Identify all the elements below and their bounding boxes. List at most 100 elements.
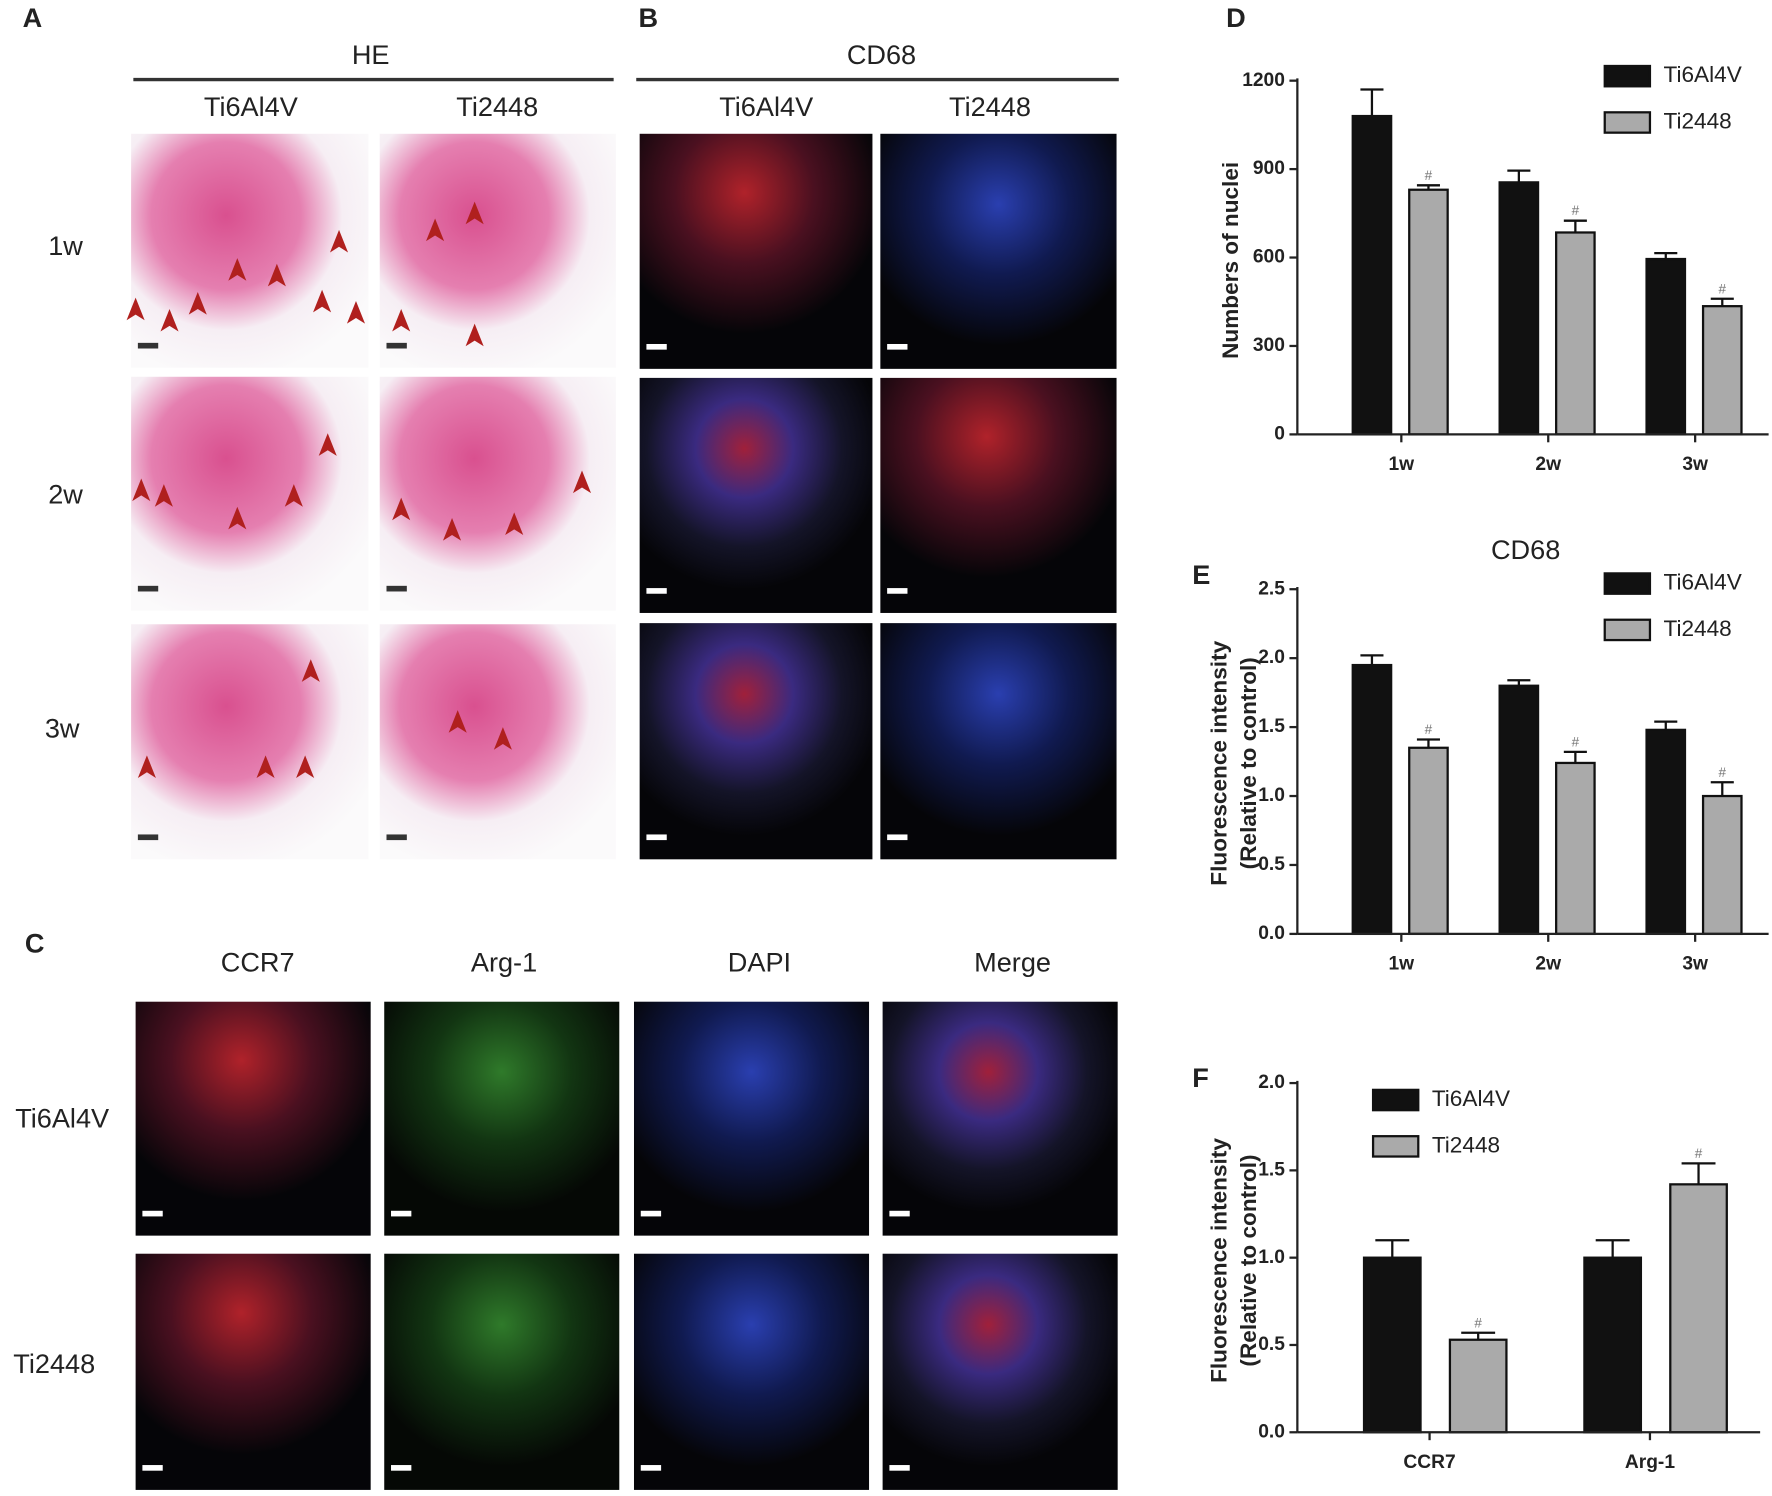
y-tick-label: 1200	[1242, 70, 1285, 91]
error-bar	[1360, 88, 1384, 117]
bar	[1555, 761, 1596, 936]
column-header: Arg-1	[471, 947, 537, 978]
x-tick-label: 1w	[1389, 454, 1415, 475]
scale-bar	[640, 1210, 662, 1217]
panel-label: E	[1192, 559, 1210, 590]
scale-bar	[889, 1465, 910, 1471]
x-tick-label: 1w	[1389, 953, 1415, 974]
error-bar	[1654, 251, 1678, 260]
x-tick-label: CCR7	[1403, 1452, 1455, 1473]
micrograph	[880, 623, 1117, 860]
error-bar	[1507, 169, 1531, 183]
x-tick-label: 3w	[1682, 953, 1708, 974]
micrograph	[880, 133, 1117, 369]
error-bar	[1595, 1239, 1630, 1258]
significance-mark: #	[1719, 765, 1727, 780]
panel-b: B CD68 Ti6Al4V Ti2448	[636, 2, 1119, 122]
arrowhead	[346, 301, 366, 324]
significance-mark: #	[1572, 734, 1580, 749]
arrowhead	[256, 755, 275, 778]
scale-bar	[386, 342, 407, 349]
chart-title: CD68	[1491, 534, 1560, 565]
error-bar	[1507, 679, 1531, 686]
y-tick-label: 2.5	[1258, 578, 1285, 599]
arrowhead	[313, 289, 332, 313]
arrowhead	[301, 659, 320, 682]
y-tick-label: 2.0	[1258, 1072, 1285, 1093]
bar	[1351, 114, 1393, 436]
y-axis-label: Fluorescence intensity	[1206, 640, 1231, 885]
micrograph	[384, 1001, 620, 1236]
bar	[1701, 305, 1743, 436]
group-title: CD68	[847, 39, 916, 70]
arrowhead	[154, 484, 173, 507]
error-bar	[1461, 1331, 1496, 1340]
bar	[1669, 1183, 1728, 1434]
panel-c: C CCR7 Arg-1 DAPI Merge Ti6Al4V Ti2448	[13, 927, 1051, 1378]
error-bar	[1416, 184, 1440, 190]
y-tick-label: 0.5	[1258, 1334, 1285, 1355]
legend-label: Ti6Al4V	[1664, 62, 1742, 87]
scale-bar	[646, 343, 667, 350]
scale-bar	[646, 588, 667, 594]
panel-label: A	[23, 2, 43, 33]
legend-swatch	[1603, 64, 1652, 88]
row-header: 3w	[45, 713, 80, 744]
micrograph	[135, 1001, 371, 1236]
bar	[1448, 1338, 1508, 1434]
x-tick-label: 2w	[1535, 953, 1561, 974]
scale-bar	[640, 1465, 662, 1471]
error-bar	[1360, 654, 1384, 666]
error-bar	[1710, 297, 1734, 307]
arrowhead	[284, 484, 303, 507]
arrowhead	[228, 258, 247, 281]
bar	[1408, 746, 1449, 936]
arrowhead	[505, 512, 524, 535]
panel-label: C	[25, 927, 45, 958]
column-header: Ti2448	[949, 91, 1031, 122]
legend-swatch	[1371, 1135, 1420, 1158]
arrowhead	[267, 263, 286, 287]
scale-bar	[137, 585, 159, 592]
error-bar	[1375, 1239, 1410, 1258]
significance-mark: #	[1425, 168, 1433, 183]
y-tick-label: 0.0	[1258, 923, 1285, 944]
panel-label: B	[639, 2, 659, 33]
micrograph	[880, 377, 1117, 613]
significance-mark: #	[1474, 1315, 1482, 1330]
y-tick-label: 1.5	[1258, 1159, 1285, 1180]
arrowhead	[465, 201, 484, 225]
legend-label: Ti6Al4V	[1664, 570, 1742, 595]
arrowhead	[448, 710, 467, 733]
y-tick-label: 0.5	[1258, 854, 1285, 875]
scale-bar	[391, 1465, 412, 1471]
legend-label: Ti2448	[1664, 108, 1732, 133]
scale-bar	[142, 1465, 163, 1471]
legend-swatch	[1603, 111, 1652, 134]
legend-swatch	[1603, 618, 1652, 642]
y-tick-label: 1.5	[1258, 716, 1285, 737]
scale-bar	[137, 834, 159, 841]
arrowhead	[188, 292, 207, 315]
scale-bar	[887, 588, 908, 594]
error-bar	[1563, 219, 1587, 233]
row-header: Ti2448	[13, 1348, 95, 1379]
row-header: Ti6Al4V	[15, 1103, 109, 1134]
panel-label: D	[1226, 2, 1246, 33]
y-axis-label: (Relative to control)	[1236, 657, 1261, 869]
y-tick-label: 0	[1274, 423, 1285, 444]
micrograph	[379, 133, 616, 368]
x-tick-label: Arg-1	[1625, 1452, 1675, 1473]
column-header: DAPI	[728, 947, 791, 978]
micrograph	[379, 376, 616, 611]
scale-bar	[887, 343, 908, 350]
arrowhead	[132, 478, 151, 502]
legend-label: Ti2448	[1664, 616, 1732, 641]
error-bar	[1654, 720, 1678, 730]
bar	[1701, 794, 1743, 936]
arrowhead	[465, 323, 484, 347]
bar	[1498, 684, 1540, 936]
scale-bar	[386, 585, 407, 592]
scale-bar	[646, 834, 667, 841]
